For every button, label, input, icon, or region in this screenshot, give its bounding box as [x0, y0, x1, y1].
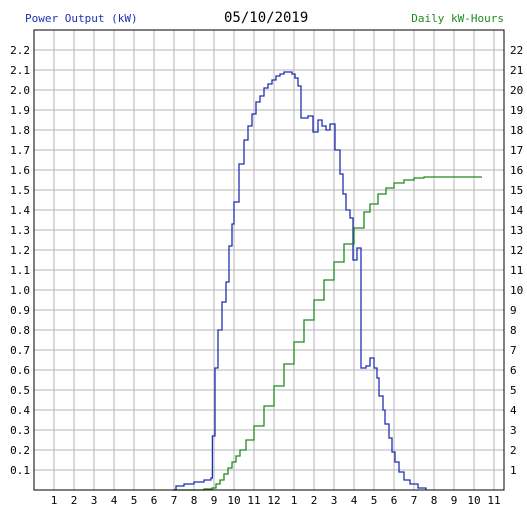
y-tick-label: 1.5	[10, 184, 30, 197]
y2-tick-label: 18	[510, 124, 523, 137]
y-tick-label: 0.3	[10, 424, 30, 437]
y2-tick-label: 12	[510, 244, 523, 257]
y-tick-label: 1.8	[10, 124, 30, 137]
x-tick-label: 2	[71, 494, 78, 507]
x-tick-label: 10	[227, 494, 240, 507]
x-tick-label: 9	[211, 494, 218, 507]
y-tick-label: 0.2	[10, 444, 30, 457]
y2-tick-label: 22	[510, 44, 523, 57]
x-tick-label: 11	[487, 494, 500, 507]
x-tick-label: 5	[371, 494, 378, 507]
y2-tick-label: 9	[510, 304, 517, 317]
y-tick-label: 0.9	[10, 304, 30, 317]
plot-frame	[33, 29, 505, 491]
x-tick-label: 4	[351, 494, 358, 507]
x-tick-label: 12	[267, 494, 280, 507]
y2-tick-label: 17	[510, 144, 523, 157]
left-y-ticks: 0.1 0.2 0.3 0.4 0.5 0.6 0.7 0.8 0.9 1.0 1.1 1.2 1.3 1…	[10, 44, 30, 477]
y-tick-label: 0.7	[10, 344, 30, 357]
x-tick-label: 7	[411, 494, 418, 507]
x-tick-label: 2	[311, 494, 318, 507]
y-tick-label: 0.8	[10, 324, 30, 337]
y-tick-label: 0.5	[10, 384, 30, 397]
y2-tick-label: 19	[510, 104, 523, 117]
y2-tick-label: 3	[510, 424, 517, 437]
y-tick-label: 2.0	[10, 84, 30, 97]
x-tick-label: 7	[171, 494, 178, 507]
x-tick-label: 9	[451, 494, 458, 507]
power-series-line	[173, 71, 427, 491]
y-tick-label: 2.2	[10, 44, 30, 57]
x-tick-label: 11	[247, 494, 260, 507]
x-tick-label: 6	[151, 494, 158, 507]
y2-tick-label: 11	[510, 264, 523, 277]
y2-tick-label: 13	[510, 224, 523, 237]
x-tick-label: 6	[391, 494, 398, 507]
x-tick-label: 3	[331, 494, 338, 507]
y-tick-label: 1.9	[10, 104, 30, 117]
x-tick-label: 1	[51, 494, 58, 507]
x-tick-label: 5	[131, 494, 138, 507]
y2-tick-label: 21	[510, 64, 523, 77]
y2-tick-label: 4	[510, 404, 517, 417]
y2-tick-label: 1	[510, 464, 517, 477]
series-lines	[173, 71, 482, 491]
y-tick-label: 2.1	[10, 64, 30, 77]
y-tick-label: 1.7	[10, 144, 30, 157]
y2-tick-label: 7	[510, 344, 517, 357]
y2-tick-label: 14	[510, 204, 524, 217]
energy-series-line	[173, 176, 482, 491]
y2-tick-label: 15	[510, 184, 523, 197]
y2-tick-label: 20	[510, 84, 523, 97]
y2-tick-label: 10	[510, 284, 523, 297]
x-tick-label: 3	[91, 494, 98, 507]
power-axis-title: Power Output (kW)	[25, 12, 138, 25]
plot-background	[34, 30, 504, 490]
x-tick-label: 4	[111, 494, 118, 507]
y-tick-label: 0.6	[10, 364, 30, 377]
x-ticks: 1 2 3 4 5 6 7 8 9 10 11 12 1 2 3 4 5 6 7 8 9 10 11	[51, 494, 501, 507]
y-tick-label: 1.0	[10, 284, 30, 297]
y2-tick-label: 2	[510, 444, 517, 457]
y-tick-label: 0.1	[10, 464, 30, 477]
chart-date-title: 05/10/2019	[224, 10, 309, 26]
y2-tick-label: 5	[510, 384, 517, 397]
grid-lines	[34, 30, 504, 490]
y-tick-label: 1.3	[10, 224, 30, 237]
y2-tick-label: 16	[510, 164, 523, 177]
y-tick-label: 1.4	[10, 204, 30, 217]
x-tick-label: 8	[431, 494, 438, 507]
x-tick-label: 10	[467, 494, 480, 507]
y2-tick-label: 8	[510, 324, 517, 337]
x-tick-label: 1	[291, 494, 298, 507]
y-tick-label: 1.6	[10, 164, 30, 177]
y-tick-label: 1.1	[10, 264, 30, 277]
y2-tick-label: 6	[510, 364, 517, 377]
y-tick-label: 1.2	[10, 244, 30, 257]
energy-axis-title: Daily kW-Hours	[411, 12, 504, 25]
y-tick-label: 0.4	[10, 404, 30, 417]
x-tick-label: 8	[191, 494, 198, 507]
